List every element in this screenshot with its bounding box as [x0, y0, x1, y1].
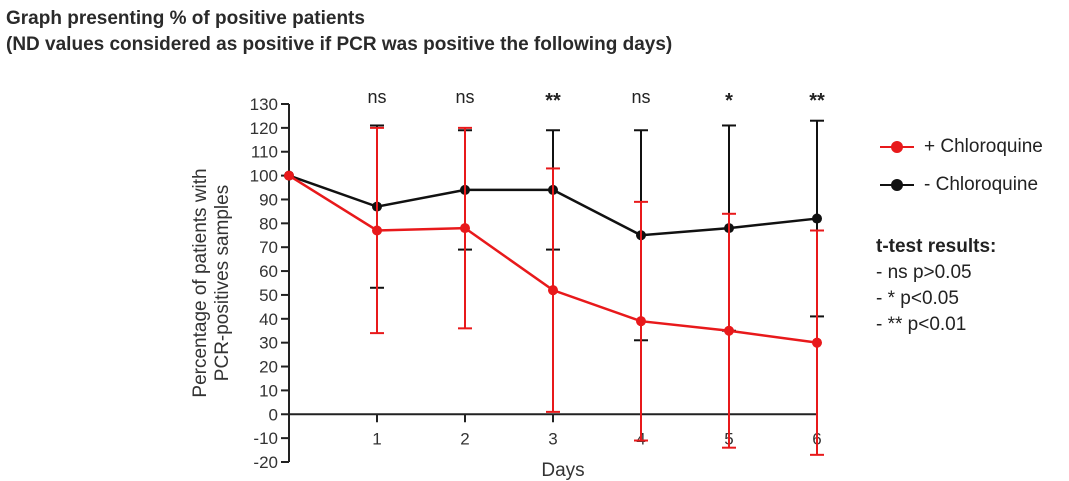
- y-tick-label: 110: [251, 143, 278, 162]
- y-tick-label: -10: [253, 429, 278, 448]
- y-tick-label: 50: [259, 286, 278, 305]
- legend-label: + Chloroquine: [924, 136, 1043, 157]
- x-tick-label: 1: [372, 429, 381, 448]
- significance-label: *: [725, 90, 733, 112]
- y-axis-title: PCR-positives samples: [212, 185, 233, 381]
- significance-label: ns: [631, 87, 650, 107]
- x-axis-title: Days: [541, 460, 584, 481]
- data-point: [724, 325, 734, 336]
- y-tick-label: 90: [259, 190, 278, 209]
- data-point: [460, 223, 470, 234]
- y-tick-label: 20: [259, 358, 278, 377]
- y-tick-label: 120: [250, 119, 278, 138]
- legend-swatch-red: [880, 140, 914, 154]
- y-tick-label: 100: [250, 167, 278, 186]
- y-tick-label: 70: [259, 238, 278, 257]
- legend-item-minus-chloroquine: - Chloroquine: [880, 166, 1043, 204]
- data-point: [372, 225, 382, 236]
- data-point: [548, 285, 558, 296]
- ttest-line: - * p<0.05: [876, 288, 959, 309]
- significance-label: **: [809, 90, 825, 112]
- chart-subtitle: (ND values considered as positive if PCR…: [6, 34, 673, 55]
- axes: -20 -10 0 10 20 30 40 50 60 70 80 90 100 110 120 130 1 2 3…: [190, 95, 822, 481]
- data-point: [812, 213, 822, 224]
- series-plus-chloroquine: [284, 126, 824, 456]
- ttest-line: - ns p>0.05: [876, 262, 972, 283]
- y-tick-label: 40: [259, 310, 278, 329]
- significance-label: ns: [367, 87, 386, 107]
- y-axis-title: Percentage of patients with: [190, 168, 211, 397]
- legend-item-plus-chloroquine: + Chloroquine: [880, 128, 1043, 166]
- data-point: [812, 337, 822, 348]
- x-tick-label: 3: [548, 429, 557, 448]
- y-tick-label: 80: [259, 214, 278, 233]
- ttest-title: t-test results:: [876, 236, 997, 257]
- significance-layer: ns ns ** ns * **: [367, 87, 825, 112]
- y-tick-label: 30: [259, 334, 278, 353]
- y-tick-label: 10: [259, 381, 278, 400]
- significance-label: ns: [455, 87, 474, 107]
- legend-swatch-black: [880, 178, 914, 192]
- ttest-line: - ** p<0.01: [876, 314, 967, 335]
- chart-title: Graph presenting % of positive patients: [6, 8, 365, 29]
- y-tick-label: 60: [259, 262, 278, 281]
- y-tick-label: 0: [269, 405, 278, 424]
- y-tick-label: -20: [253, 453, 278, 472]
- x-tick-label: 2: [460, 429, 469, 448]
- legend-label: - Chloroquine: [924, 174, 1039, 195]
- series-layer: [284, 119, 824, 456]
- data-point: [636, 316, 646, 327]
- data-point: [284, 170, 294, 181]
- legend: + Chloroquine - Chloroquine: [880, 128, 1043, 204]
- significance-label: **: [545, 90, 561, 112]
- ttest-results: t-test results: - ns p>0.05 - * p<0.05 -…: [876, 234, 996, 338]
- y-tick-label: 130: [250, 95, 278, 114]
